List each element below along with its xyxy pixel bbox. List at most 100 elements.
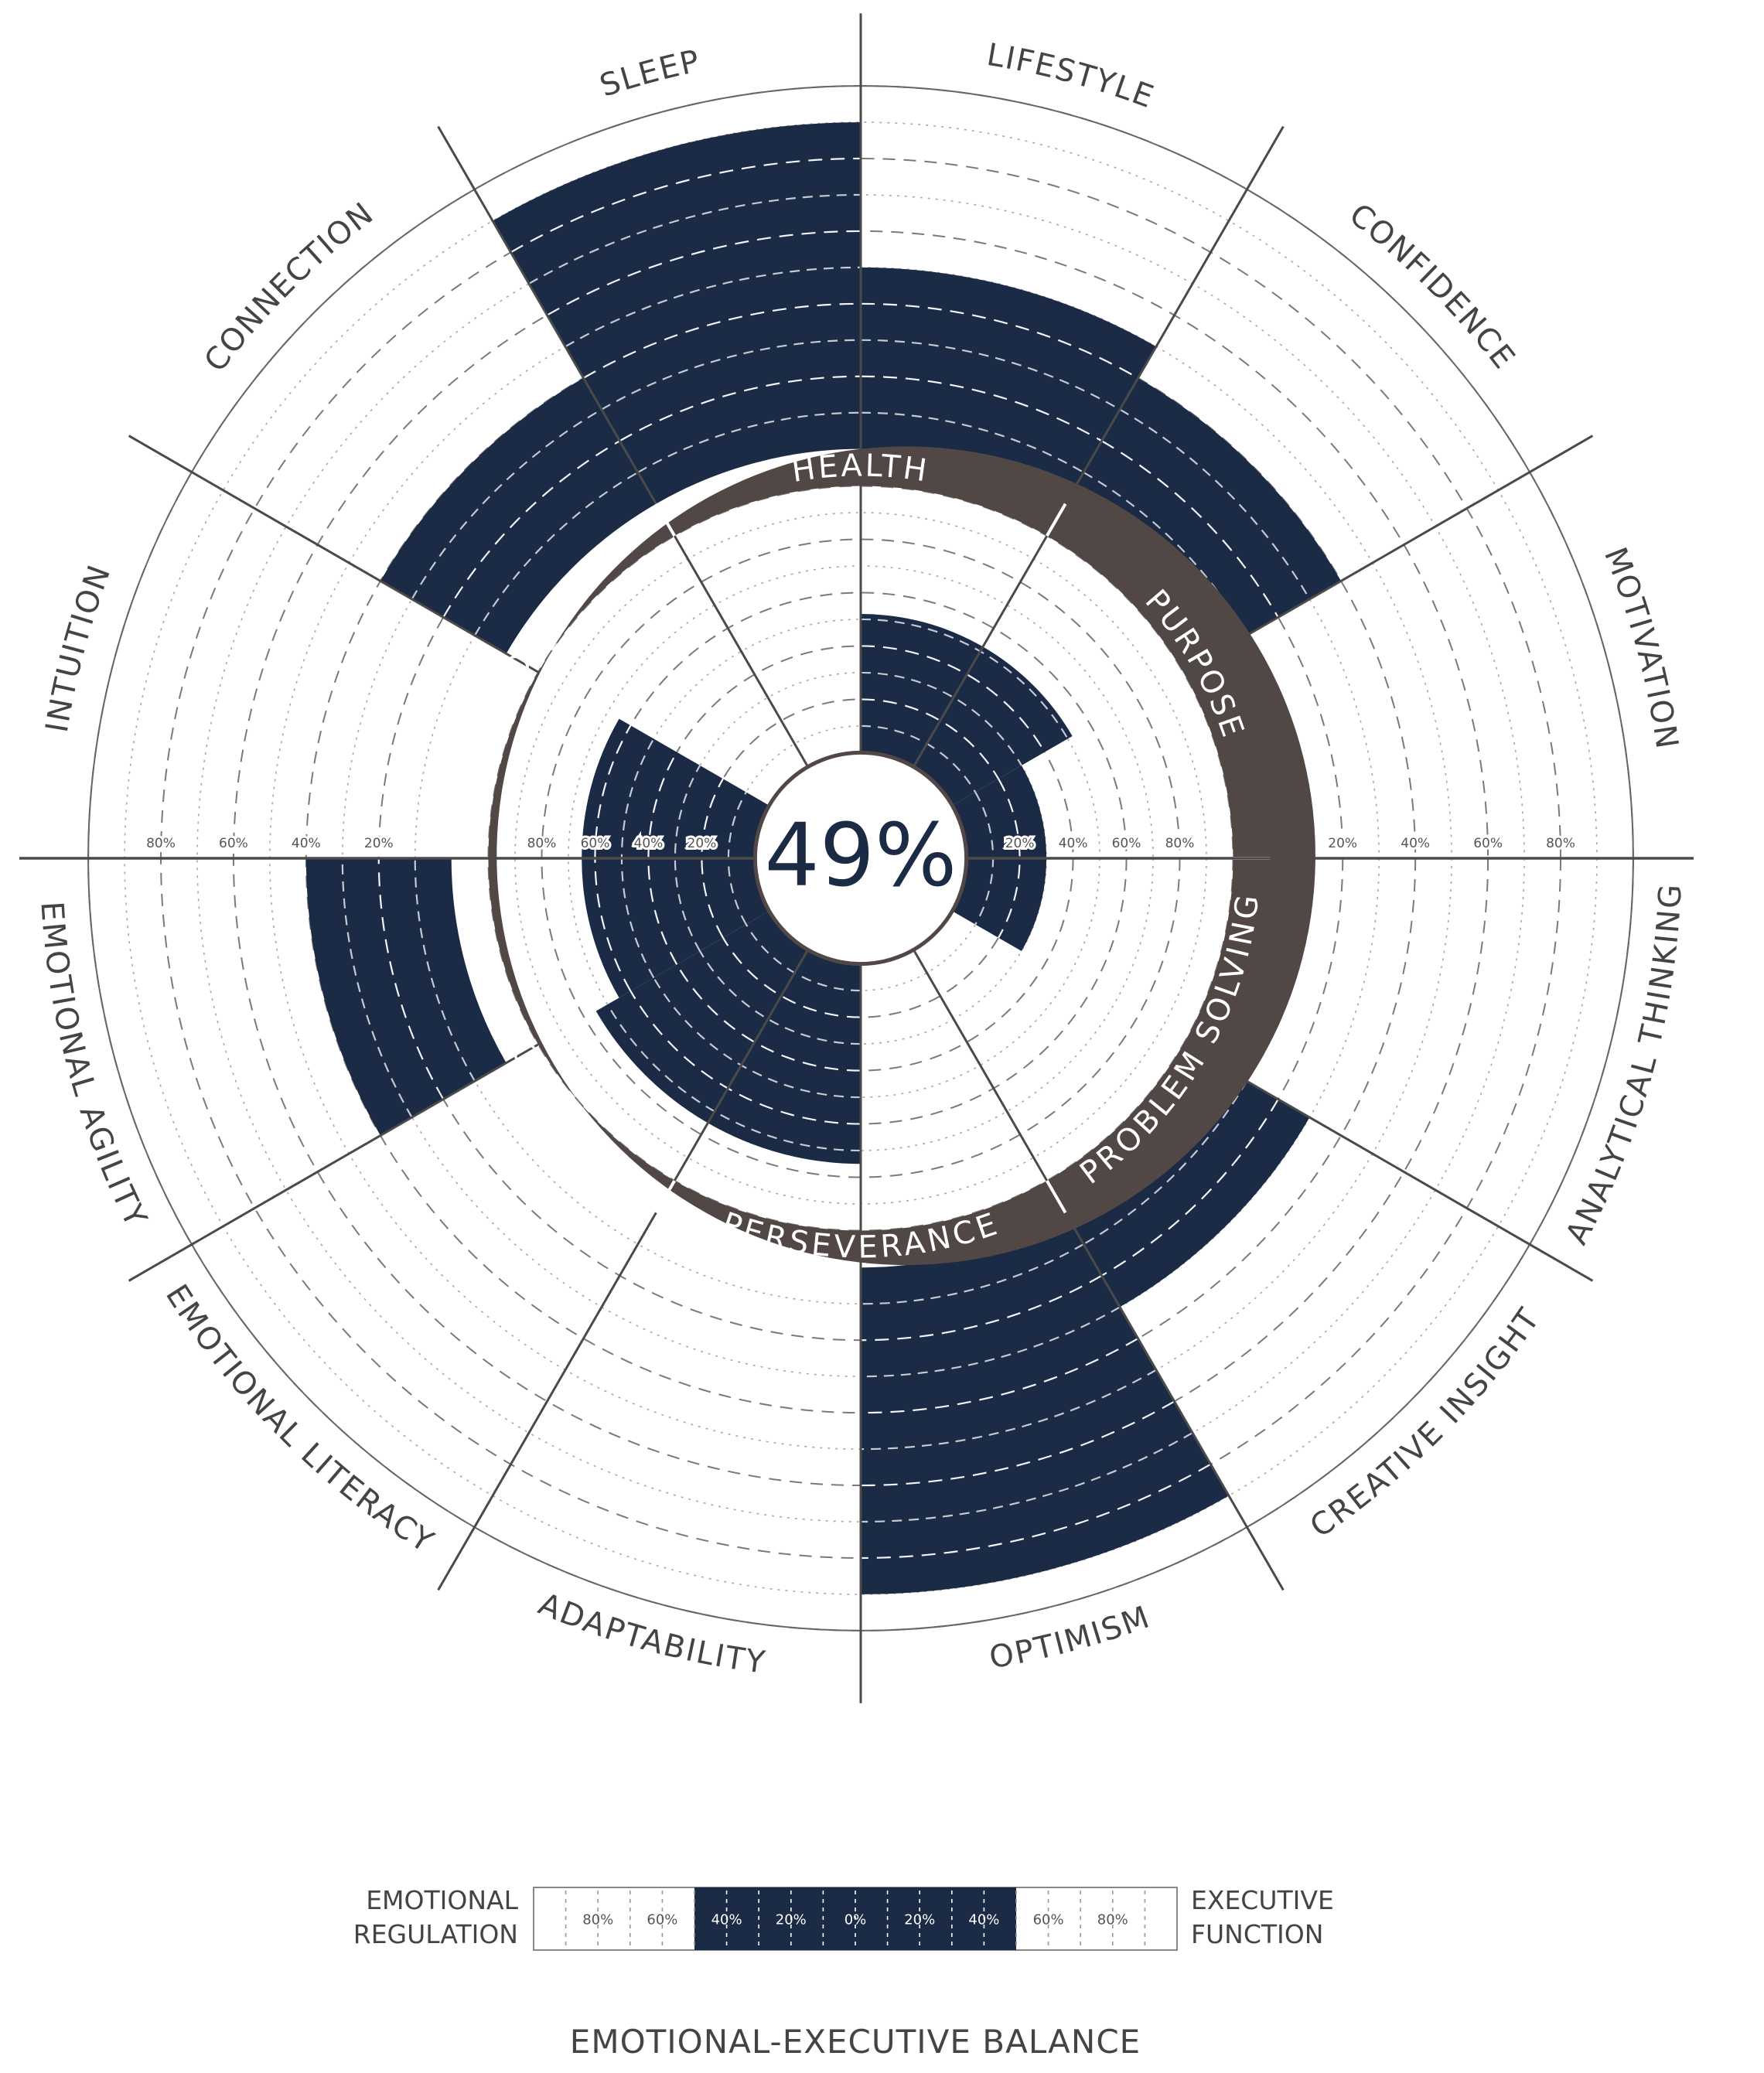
outer-bar-guide bbox=[1101, 440, 1279, 618]
center-score-label: 49% bbox=[765, 806, 957, 906]
outer-bar-guide bbox=[860, 1338, 1139, 1414]
balance-left-label: REGULATION bbox=[353, 1919, 518, 1949]
sector-label-creative-insight: CREATIVE INSIGHT bbox=[1304, 1301, 1547, 1545]
band-divider-line bbox=[654, 1180, 676, 1214]
outer-bar-guide bbox=[1101, 1099, 1279, 1277]
outer-bar-guide bbox=[860, 1306, 1121, 1378]
outer-tick-label: 20% bbox=[364, 836, 394, 851]
inner-tick-label: 40% bbox=[1059, 836, 1088, 851]
sector-label-sleep: SLEEP bbox=[595, 43, 704, 104]
outer-bar-guide bbox=[860, 375, 1103, 442]
inner-tick-label: 80% bbox=[527, 836, 557, 851]
outer-tick-label: 60% bbox=[219, 836, 248, 851]
inner-bar-guide bbox=[674, 765, 701, 952]
outer-bar bbox=[380, 377, 657, 654]
outer-bar bbox=[861, 267, 1157, 504]
balance-bar: 80% 60% 40% 20% 0% 20% 40% 60% 80% EMOTIONAL REGUL… bbox=[353, 1885, 1334, 2061]
inner-bar-guide bbox=[701, 778, 724, 939]
inner-bar-guide bbox=[860, 645, 1046, 753]
outer-bar-guide bbox=[442, 440, 620, 618]
outer-bar-guide bbox=[860, 302, 1139, 379]
inner-bar bbox=[861, 614, 1073, 806]
center-hub: 49% bbox=[752, 750, 969, 967]
outer-divider-line bbox=[1046, 125, 1285, 537]
sector-label-intuition: INTUITION bbox=[39, 560, 118, 735]
inner-bar-guide bbox=[647, 752, 678, 965]
balance-tick-label: 0% bbox=[844, 1912, 867, 1928]
outer-tick-label: 60% bbox=[1473, 836, 1503, 851]
outer-tick-label: 80% bbox=[1546, 836, 1575, 851]
band-divider-line bbox=[654, 503, 676, 537]
outer-divider-line bbox=[437, 125, 676, 537]
sector-label-analytical-thinking: ANALYTICAL THINKING bbox=[1559, 882, 1689, 1250]
outer-bar-guide bbox=[601, 339, 862, 411]
inner-divider-line bbox=[673, 535, 809, 768]
outer-tick-label: 20% bbox=[1328, 836, 1357, 851]
outer-bar bbox=[1065, 377, 1342, 654]
outer-bar-guide bbox=[860, 1432, 1193, 1523]
balance-left-label: EMOTIONAL bbox=[366, 1885, 518, 1915]
inner-divider-line bbox=[913, 535, 1049, 768]
balance-tick-label: 60% bbox=[647, 1912, 677, 1928]
band-divider-line bbox=[1046, 503, 1067, 537]
sector-label-lifestyle: LIFESTYLE bbox=[984, 37, 1159, 116]
balance-tick-label: 40% bbox=[968, 1912, 999, 1928]
sector-label-optimism: OPTIMISM bbox=[987, 1599, 1155, 1676]
balance-tick-label: 40% bbox=[711, 1912, 742, 1928]
outer-divider-line bbox=[1182, 435, 1594, 673]
outer-bar-guide bbox=[1119, 408, 1311, 600]
outer-bar bbox=[861, 1212, 1229, 1594]
sector-label-confidence: CONFIDENCE bbox=[1343, 197, 1522, 377]
outer-bar-guide bbox=[377, 857, 445, 1100]
pillar-label-health: HEALTH bbox=[790, 448, 932, 489]
inner-divider-line bbox=[673, 949, 809, 1181]
outer-bar-guide bbox=[411, 408, 602, 600]
outer-divider-line bbox=[1046, 1180, 1285, 1591]
inner-tick-label: 80% bbox=[1165, 836, 1195, 851]
sector-label-connection: CONNECTION bbox=[197, 195, 380, 378]
balance-tick-label: 80% bbox=[582, 1912, 613, 1928]
inner-bar-guide bbox=[860, 698, 999, 779]
outer-tick-label: 40% bbox=[292, 836, 321, 851]
balance-tick-label: 20% bbox=[904, 1912, 935, 1928]
outer-tick-label: 40% bbox=[1401, 836, 1430, 851]
inner-bar-guide bbox=[676, 963, 862, 1072]
inner-bar-guide bbox=[606, 1004, 862, 1152]
balance-right-label: EXECUTIVE bbox=[1191, 1885, 1334, 1915]
outer-divider-line bbox=[128, 1043, 539, 1282]
outer-divider-line bbox=[128, 435, 539, 673]
outer-bar-guide bbox=[860, 1274, 1103, 1342]
band-divider-line bbox=[1046, 1180, 1067, 1214]
outer-divider-line bbox=[437, 1180, 676, 1591]
sector-label-emotional-literacy: EMOTIONAL LITERACY bbox=[159, 1278, 441, 1560]
inner-tick-label: 20% bbox=[688, 836, 717, 851]
inner-bar-guide bbox=[722, 937, 862, 1018]
sector-label-motivation: MOTIVATION bbox=[1597, 543, 1685, 752]
outer-tick-label: 80% bbox=[146, 836, 176, 851]
outer-bar-guide bbox=[341, 857, 413, 1118]
inner-tick-label: 20% bbox=[1005, 836, 1035, 851]
balance-tick-label: 80% bbox=[1097, 1912, 1128, 1928]
outer-divider-line bbox=[1182, 1043, 1594, 1282]
outer-bar-guide bbox=[582, 302, 862, 379]
inner-bar-guide bbox=[699, 950, 862, 1045]
inner-tick-label: 60% bbox=[1112, 836, 1141, 851]
sector-label-adaptability: ADAPTABILITY bbox=[534, 1587, 769, 1681]
outer-bar-guide bbox=[860, 339, 1121, 411]
sector-dividers bbox=[19, 13, 1694, 1703]
outer-bar-guide bbox=[860, 1463, 1212, 1560]
inner-divider-line bbox=[913, 949, 1049, 1181]
balance-right-label: FUNCTION bbox=[1191, 1919, 1323, 1949]
balance-tick-label: 60% bbox=[1033, 1912, 1064, 1928]
inner-bar-guide bbox=[998, 778, 1021, 939]
outer-bar bbox=[493, 122, 861, 504]
inner-bar-guide bbox=[860, 671, 1022, 766]
inner-tick-label: 40% bbox=[634, 836, 664, 851]
outer-bar-guide bbox=[565, 266, 862, 348]
outer-bar bbox=[305, 858, 507, 1136]
outer-ring-bars bbox=[305, 122, 1342, 1594]
inner-tick-label: 60% bbox=[581, 836, 610, 851]
tick-labels: 20% 20% 40% 40% 60% 60% 80% 80% 20% 20% 40% 40% 60% 6… bbox=[144, 834, 1578, 854]
